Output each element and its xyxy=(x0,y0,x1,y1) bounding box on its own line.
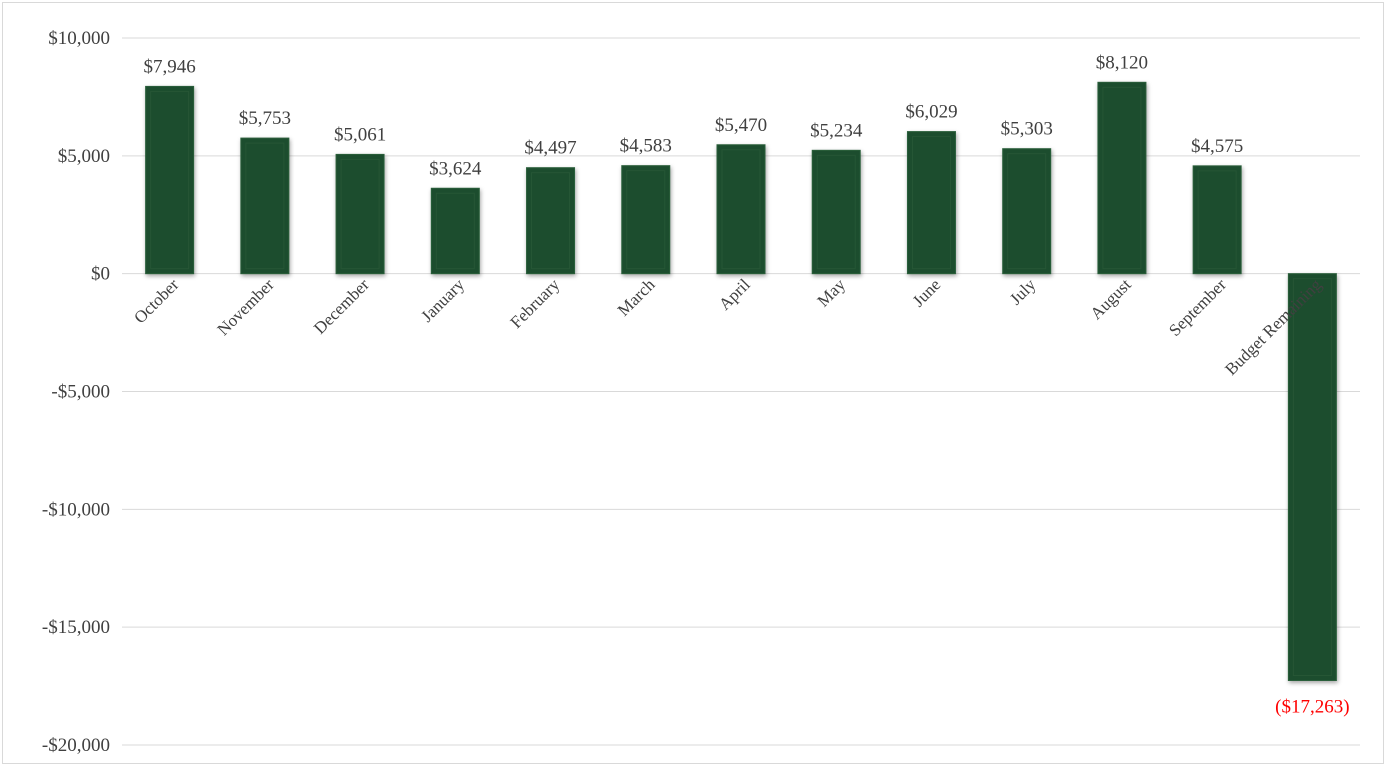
bar-bevel xyxy=(531,172,571,270)
bar xyxy=(1287,273,1337,681)
bar xyxy=(811,149,861,275)
data-label: $5,234 xyxy=(810,120,863,141)
bar-bevel xyxy=(626,170,666,270)
x-category-label: January xyxy=(417,275,468,326)
bar xyxy=(716,144,766,275)
y-tick-label: $0 xyxy=(91,264,110,285)
bar xyxy=(906,131,956,275)
bar-bevel xyxy=(1292,278,1332,676)
bar xyxy=(1002,148,1052,275)
data-label: $5,470 xyxy=(715,115,767,136)
bar-bevel xyxy=(150,90,190,270)
x-category-label: October xyxy=(130,275,182,327)
x-category-label: August xyxy=(1087,275,1135,323)
x-category-label: April xyxy=(715,275,754,314)
x-category-label: May xyxy=(814,275,850,311)
data-label: $3,624 xyxy=(429,158,482,179)
data-label: $7,946 xyxy=(143,56,195,77)
bar-bevel xyxy=(1197,170,1237,270)
bar-bevel xyxy=(816,154,856,270)
bar-bevel xyxy=(721,149,761,270)
x-category-label: July xyxy=(1006,275,1040,309)
bar xyxy=(240,137,290,275)
bars xyxy=(145,81,1337,681)
bar-bevel xyxy=(245,142,285,270)
bar-bevel xyxy=(340,158,380,270)
data-label: $5,753 xyxy=(239,108,291,129)
x-category-label: November xyxy=(213,275,277,339)
bar xyxy=(1192,165,1242,275)
data-label: $4,497 xyxy=(524,138,576,159)
y-tick-label: $5,000 xyxy=(58,146,110,167)
bar xyxy=(145,85,195,275)
y-tick-label: -$15,000 xyxy=(42,617,110,638)
bar xyxy=(335,153,385,275)
bar-bevel xyxy=(911,136,951,270)
bar xyxy=(621,165,671,275)
x-category-label: December xyxy=(310,275,373,338)
y-tick-label: -$5,000 xyxy=(51,382,110,403)
bar xyxy=(526,167,576,275)
bar xyxy=(430,187,480,275)
data-label: $4,575 xyxy=(1191,136,1243,157)
bar xyxy=(1097,81,1147,275)
y-tick-label: -$20,000 xyxy=(42,735,110,756)
x-category-label: March xyxy=(614,275,659,320)
data-labels: $7,946 $5,753 $5,061 $3,624 $4,497 $4,583 $5,4… xyxy=(143,52,1349,717)
x-axis-category-labels: October November December January February Ma… xyxy=(130,275,1325,379)
y-axis-tick-labels: $10,000 $5,000 $0 -$5,000 -$10,000 -$15,000 -$… xyxy=(42,28,110,756)
x-category-label: February xyxy=(507,275,564,332)
x-category-label: June xyxy=(909,275,944,310)
data-label: ($17,263) xyxy=(1275,696,1349,717)
data-label: $8,120 xyxy=(1096,52,1148,73)
bar-bevel xyxy=(1007,153,1047,270)
data-label: $4,583 xyxy=(620,136,672,157)
y-tick-label: -$10,000 xyxy=(42,499,110,520)
y-tick-label: $10,000 xyxy=(48,28,110,49)
bar-bevel xyxy=(1102,86,1142,270)
data-label: $5,303 xyxy=(1001,119,1053,140)
bar-bevel xyxy=(435,192,475,270)
data-label: $6,029 xyxy=(905,102,957,123)
x-category-label: September xyxy=(1165,275,1230,340)
gridlines xyxy=(122,37,1360,746)
data-label: $5,061 xyxy=(334,124,386,145)
